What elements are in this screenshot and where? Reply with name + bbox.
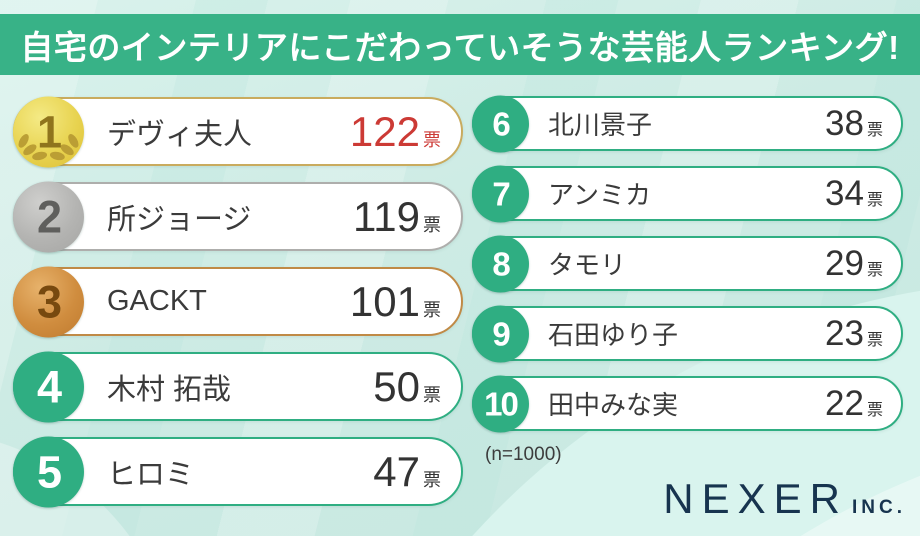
vote-unit: 票 [423,469,441,490]
vote-display: 47 票 [373,447,441,495]
vote-count: 23 [825,314,864,353]
rank-number: 10 [484,385,519,422]
rank-medal: 1 [13,96,84,167]
vote-count: 34 [825,174,864,213]
celebrity-name: 石田ゆり子 [548,320,679,350]
vote-unit: 票 [423,299,441,320]
vote-unit: 票 [423,214,441,235]
ranking-row: 7 アンミカ 34 票 [472,165,903,222]
celebrity-name: アンミカ [548,180,651,210]
page-title: 自宅のインテリアにこだわっていそうな芸能人ランキング! [20,28,900,66]
rank-number: 9 [492,315,510,352]
ranking-row: 8 タモリ 29 票 [472,235,903,292]
rank-number: 1 [36,106,62,157]
celebrity-name: ヒロミ [107,458,195,491]
celebrity-name: タモリ [548,250,627,280]
logo-suffix-text: INC. [852,497,906,518]
vote-count: 22 [825,384,864,423]
vote-unit: 票 [866,332,883,349]
vote-unit: 票 [423,129,441,150]
ranking-row: 6 北川景子 38 票 [472,95,903,152]
celebrity-name: 田中みな実 [548,390,679,420]
rank-medal: 5 [13,436,84,507]
vote-display: 22 票 [825,386,883,421]
ranking-row: 4 木村 拓哉 50 票 [13,351,463,422]
rank-number: 6 [492,105,510,142]
vote-count: 50 [373,362,420,410]
celebrity-name: GACKT [107,285,207,317]
logo-brand-text: NEXER [663,475,848,522]
vote-display: 119 票 [353,192,441,240]
rank-medal: 10 [472,375,529,432]
ranking-row: 3 GACKT 101 票 [13,266,463,337]
vote-display: 50 票 [373,362,441,410]
ranking-column-right: 6 北川景子 38 票 7 アンミカ 34 票 [472,95,903,446]
rank-medal: 7 [472,165,529,222]
vote-display: 38 票 [825,106,883,141]
celebrity-name: 所ジョージ [107,203,252,236]
vote-display: 29 票 [825,246,883,281]
vote-display: 34 票 [825,176,883,211]
vote-unit: 票 [866,262,883,279]
rank-medal: 6 [472,95,529,152]
vote-count: 38 [825,104,864,143]
vote-display: 122 票 [349,107,441,155]
vote-unit: 票 [866,122,883,139]
rank-number: 2 [36,191,62,242]
celebrity-name: 木村 拓哉 [107,373,232,406]
ranking-row: 5 ヒロミ 47 票 [13,436,463,507]
celebrity-name: デヴィ夫人 [107,118,253,151]
vote-unit: 票 [866,192,883,209]
vote-display: 101 票 [349,277,441,325]
rank-number: 4 [36,361,62,412]
vote-count: 122 [349,107,420,155]
rank-medal: 4 [13,351,84,422]
rank-medal: 3 [13,266,84,337]
rank-number: 8 [492,245,510,282]
laurel-wreath-icon [18,133,79,160]
rank-number: 7 [492,175,510,212]
vote-unit: 票 [866,402,883,419]
ranking-column-left: 1 デヴィ夫人 122 票 2 所ジョージ 119 票 [13,96,463,522]
nexer-logo: NEXER INC. [663,478,906,520]
vote-count: 47 [373,447,420,495]
rank-number: 3 [36,276,62,327]
ranking-row: 10 田中みな実 22 票 [472,375,903,432]
ranking-row: 1 デヴィ夫人 122 票 [13,96,463,167]
vote-display: 23 票 [825,316,883,351]
celebrity-name: 北川景子 [548,110,653,140]
vote-count: 119 [353,192,420,240]
ranking-row: 2 所ジョージ 119 票 [13,181,463,252]
title-banner: 自宅のインテリアにこだわっていそうな芸能人ランキング! [0,14,920,75]
vote-unit: 票 [423,384,441,405]
rank-number: 5 [36,446,62,497]
sample-size-note: (n=1000) [485,444,562,465]
vote-count: 101 [349,277,420,325]
rank-medal: 8 [472,235,529,292]
rank-medal: 9 [472,305,529,362]
vote-count: 29 [825,244,864,283]
rank-medal: 2 [13,181,84,252]
ranking-row: 9 石田ゆり子 23 票 [472,305,903,362]
